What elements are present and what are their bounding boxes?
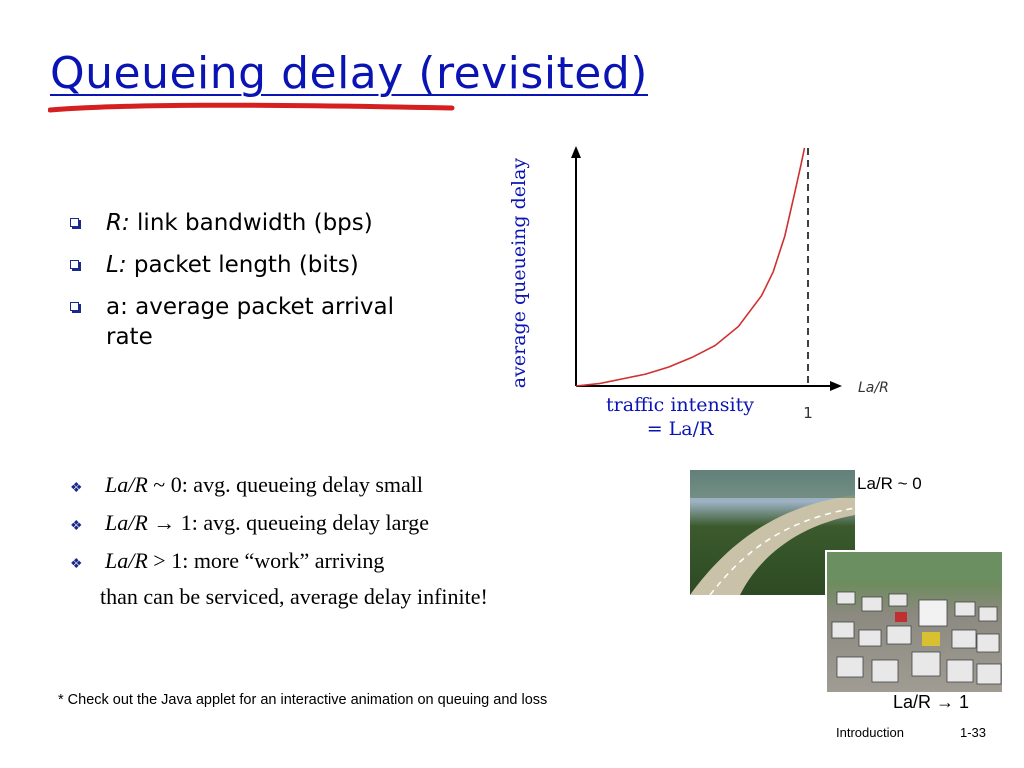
x-label-line1: traffic intensity xyxy=(606,394,754,416)
bullet-text-continuation: rate xyxy=(106,324,153,350)
case-large: ❖ La/R → 1: avg. queueing delay large xyxy=(70,508,670,538)
term: La/R xyxy=(105,472,148,497)
case-text: > 1: more “work” arriving xyxy=(147,548,385,573)
diamond-bullet-icon: ❖ xyxy=(70,557,83,572)
delay-curve xyxy=(575,147,806,387)
square-bullet-icon xyxy=(70,302,79,311)
bullet-arrival-rate: a: average packet arrival rate xyxy=(70,292,470,352)
term-r: R: xyxy=(106,210,130,236)
arrow-icon: → xyxy=(936,692,955,712)
term-l: L: xyxy=(106,252,127,278)
diamond-bullet-icon: ❖ xyxy=(70,481,83,496)
case-infinite: ❖ La/R > 1: more “work” arriving xyxy=(70,546,670,576)
bullet-text: link bandwidth (bps) xyxy=(129,210,373,236)
chart-x-axis-label: traffic intensity = La/R xyxy=(590,393,770,441)
diamond-bullet-icon: ❖ xyxy=(70,519,83,534)
case-text: ~ 0: avg. queueing delay small xyxy=(147,472,424,497)
title-underline-swoosh xyxy=(48,102,455,113)
case-infinite-continuation: than can be serviced, average delay infi… xyxy=(100,584,488,609)
square-bullet-icon xyxy=(70,260,79,269)
bullet-text: packet length (bits) xyxy=(126,252,359,278)
photo-label-low-intensity: La/R ~ 0 xyxy=(857,474,922,493)
y-axis-arrow xyxy=(571,146,581,158)
x-tick-label: 1 xyxy=(803,404,813,422)
x-axis-name: La/R xyxy=(858,380,889,396)
definitions-list: R: link bandwidth (bps) L: packet length… xyxy=(70,208,470,364)
queueing-delay-chart: La/R 1 xyxy=(571,146,889,422)
square-bullet-icon xyxy=(70,218,79,227)
chart-y-axis-label: average queueing delay xyxy=(508,157,530,389)
term: La/R xyxy=(105,548,148,573)
footnote: * Check out the Java applet for an inter… xyxy=(58,692,548,708)
traffic-jam-photo xyxy=(825,550,1002,692)
intensity-cases-list: ❖ La/R ~ 0: avg. queueing delay small ❖ … xyxy=(70,470,670,576)
arrow-icon: → xyxy=(153,510,176,535)
bullet-text: a: average packet arrival xyxy=(106,294,395,320)
x-label-line2: = La/R xyxy=(646,418,714,440)
page-number: 1-33 xyxy=(960,725,987,740)
photo-label-high-intensity: La/R → 1 xyxy=(893,692,970,712)
slide-title: Queueing delay (revisited) xyxy=(50,48,648,99)
bullet-packet-length: L: packet length (bits) xyxy=(70,250,470,280)
bullet-bandwidth: R: link bandwidth (bps) xyxy=(70,208,470,238)
x-axis-arrow xyxy=(830,381,842,391)
case-text: 1: avg. queueing delay large xyxy=(175,510,430,535)
footer-section: Introduction xyxy=(836,725,904,740)
case-small: ❖ La/R ~ 0: avg. queueing delay small xyxy=(70,470,670,500)
term: La/R xyxy=(105,510,148,535)
